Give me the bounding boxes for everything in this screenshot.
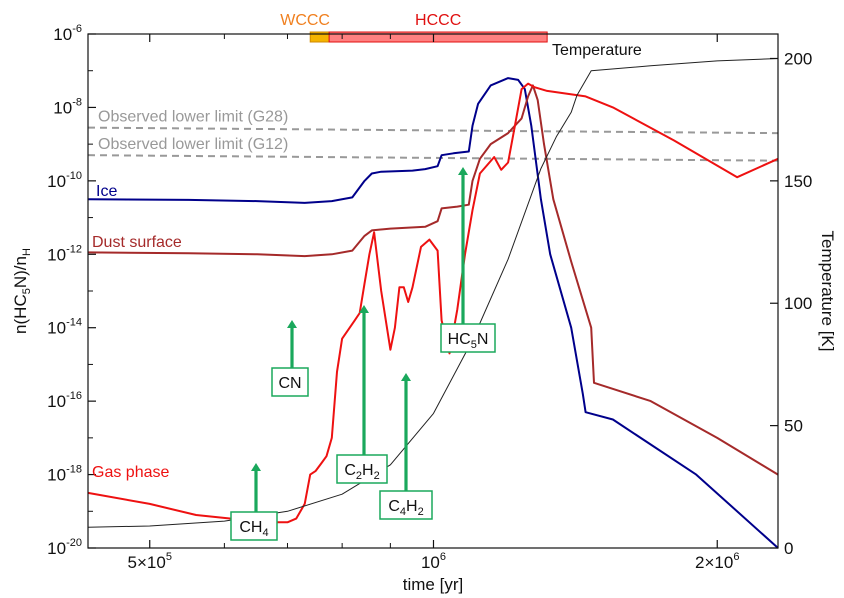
y-left-tick-label: 10-10 <box>47 170 82 191</box>
x-tick-label: 5×105 <box>128 551 172 572</box>
observed-limit-line-0 <box>87 126 779 135</box>
annotation-box-c2h2 <box>336 454 388 484</box>
series-label-gas-phase: Gas phase <box>92 464 169 481</box>
y-left-tick-label: 10-12 <box>47 243 82 264</box>
annotation-box-cn <box>271 367 309 397</box>
observed-limit-line-1 <box>87 154 779 162</box>
annotation-label-c4h2: C4H2 <box>388 498 423 518</box>
annotation-label-ch4: CH4 <box>239 519 268 539</box>
y-left-tick-label: 10-16 <box>47 390 82 411</box>
arrowhead-hc5n <box>458 167 468 175</box>
arrowhead-c2h2 <box>359 305 369 313</box>
y-right-tick-label: 0 <box>784 539 793 558</box>
series-line-dust-surface <box>87 84 779 476</box>
left-axis-title: n(HC5N)/nH <box>11 248 33 334</box>
phase-label-wccc: WCCC <box>280 12 330 29</box>
x-axis-title: time [yr] <box>403 575 463 594</box>
y-left-tick-label: 10-6 <box>53 23 82 44</box>
y-right-tick-label: 200 <box>784 49 812 68</box>
y-left-tick-label: 10-20 <box>47 537 82 558</box>
x-tick-label: 106 <box>421 551 446 572</box>
y-left-tick-label: 10-14 <box>47 317 82 338</box>
annotation-label-hc5n: HC5N <box>448 331 489 351</box>
series-label-temperature: Temperature <box>552 42 642 59</box>
arrowhead-c4h2 <box>401 373 411 381</box>
y-right-tick-label: 50 <box>784 417 803 436</box>
series-line-gas-phase <box>87 82 779 524</box>
arrowhead-cn <box>287 320 297 328</box>
annotation-label-cn: CN <box>278 375 301 392</box>
phase-label-hccc: HCCC <box>415 12 461 29</box>
labels: WCCC HCCC Observed lower limit (G28) Observ… <box>47 12 812 572</box>
y-right-tick-label: 100 <box>784 294 812 313</box>
observed-limit-label-1: Observed lower limit (G12) <box>98 136 288 153</box>
y-left-tick-label: 10-18 <box>47 464 82 485</box>
annotation-box-hc5n <box>440 323 496 353</box>
axes <box>88 33 778 549</box>
series-label-ice: Ice <box>96 183 117 200</box>
phase-bar-hccc <box>328 31 548 43</box>
series-line-ice <box>87 77 779 549</box>
annotation-label-c2h2: C2H2 <box>344 462 379 482</box>
annotation-box-ch4 <box>230 511 278 541</box>
observed-limit-label-0: Observed lower limit (G28) <box>98 109 288 126</box>
plot-area <box>87 31 779 549</box>
y-right-tick-label: 150 <box>784 172 812 191</box>
arrowhead-ch4 <box>251 463 261 471</box>
y-left-tick-label: 10-8 <box>53 96 82 117</box>
annotation-box-c4h2 <box>379 490 433 520</box>
right-axis-title: Temperature [K] <box>818 231 837 352</box>
series-line-temperature <box>87 58 779 528</box>
series-label-dust-surface: Dust surface <box>92 234 182 251</box>
x-tick-label: 2×106 <box>695 551 739 572</box>
